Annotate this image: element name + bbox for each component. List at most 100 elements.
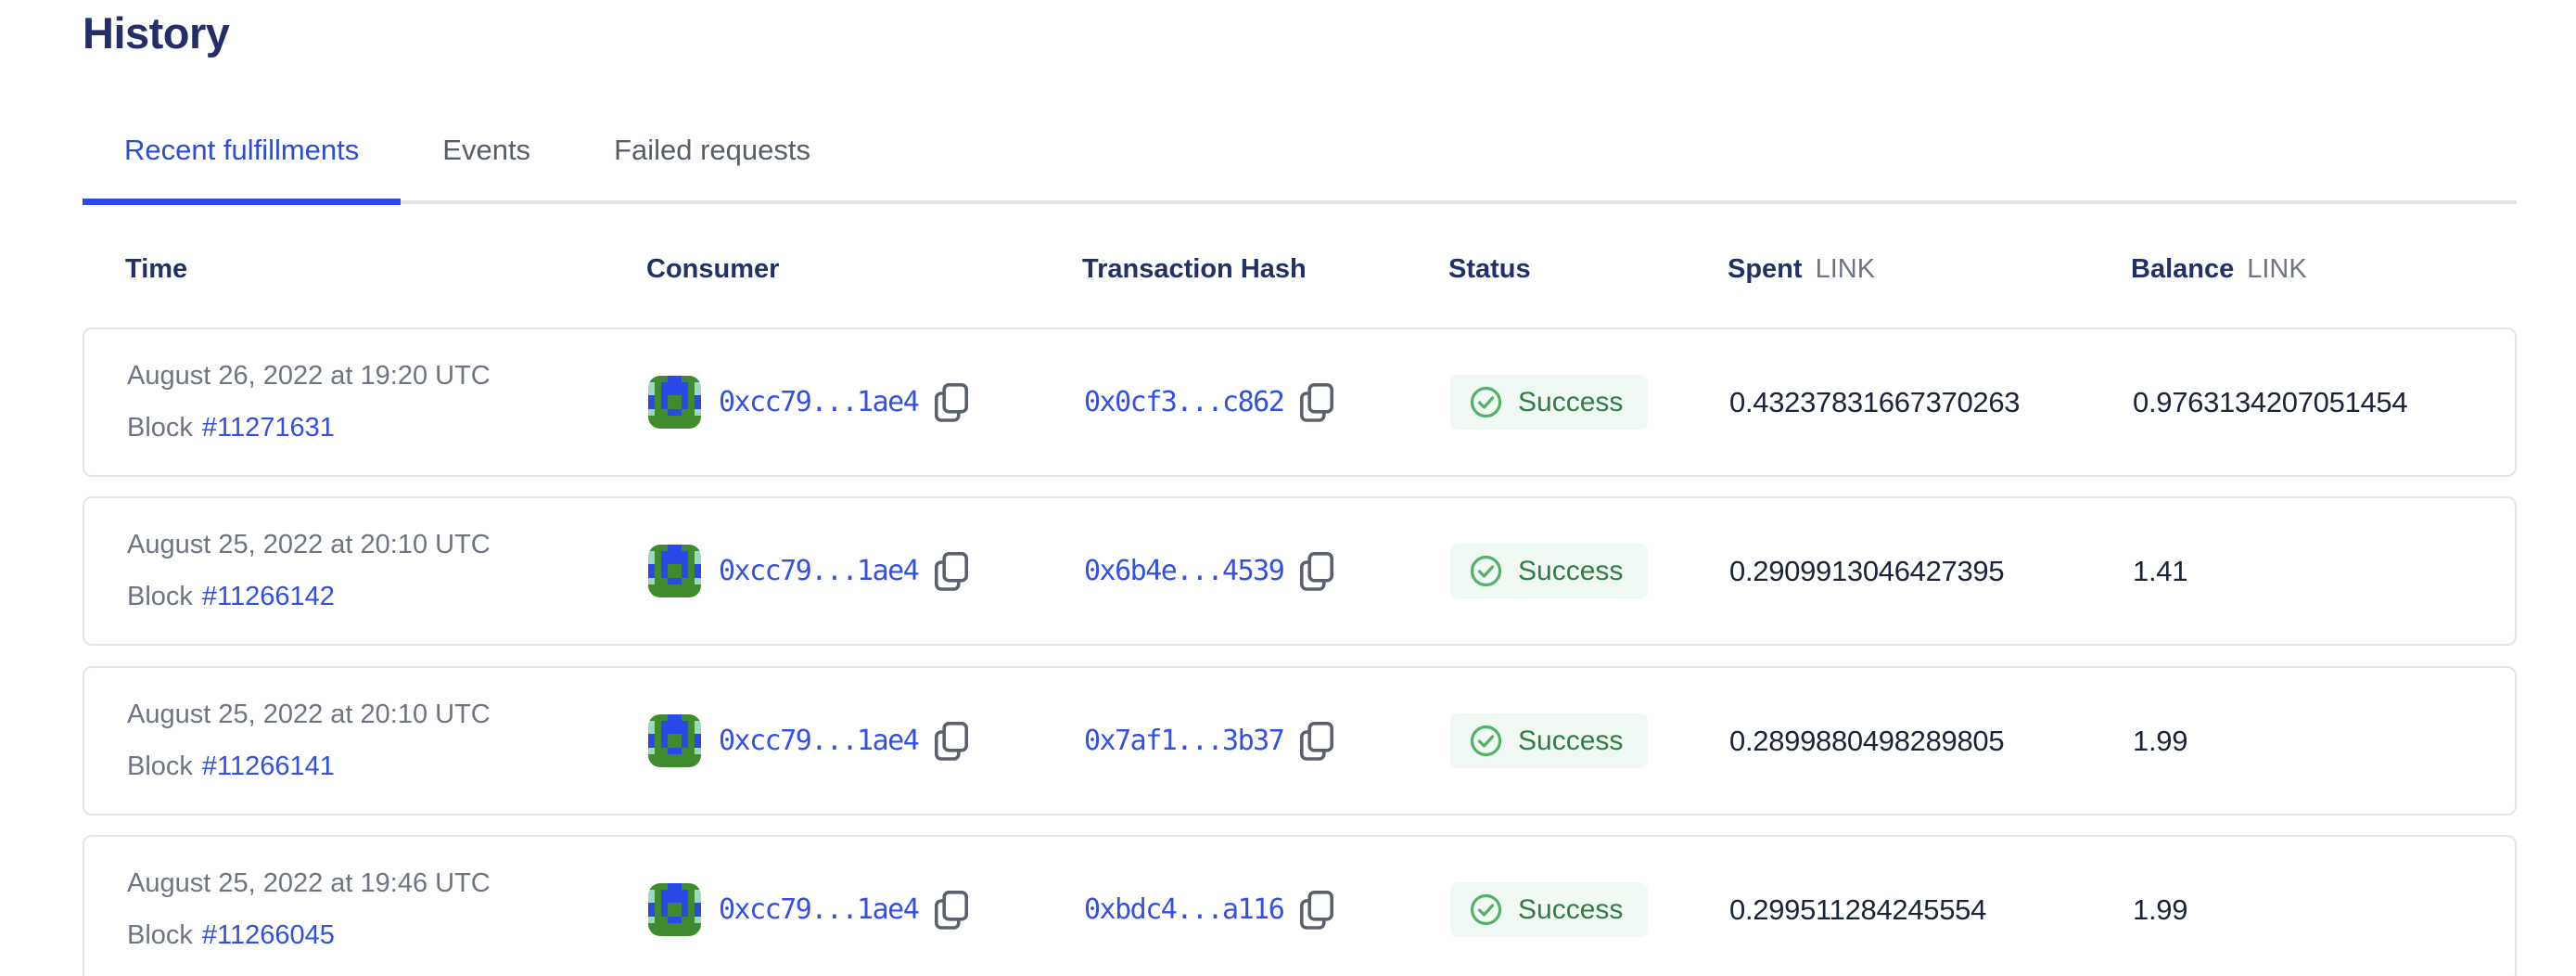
transaction-hash-link[interactable]: 0x0cf3...c862 <box>1084 386 1285 418</box>
spent-cell: 0.299511284245554 <box>1729 837 1986 976</box>
balance-cell: 1.41 <box>2133 498 2187 644</box>
spent-unit-label: LINK <box>1815 254 1876 284</box>
table-row: August 25, 2022 at 20:10 UTC Block #11266… <box>83 666 2517 815</box>
copy-consumer-address-button[interactable] <box>934 721 969 762</box>
tab-recent-fulfillments[interactable]: Recent fulfillments <box>83 134 402 205</box>
transaction-hash-link[interactable]: 0x6b4e...4539 <box>1084 555 1285 587</box>
status-badge: Success <box>1450 375 1649 430</box>
status-badge: Success <box>1450 713 1649 768</box>
spent-cell: 0.2899880498289805 <box>1729 668 2005 814</box>
block-line: Block #11266045 <box>127 920 335 950</box>
transaction-hash-cell: 0x6b4e...4539 <box>1084 498 1334 644</box>
balance-value: 1.41 <box>2133 554 2188 587</box>
block-number-link[interactable]: #11266045 <box>201 920 335 950</box>
consumer-address-link[interactable]: 0xcc79...1ae4 <box>719 386 920 418</box>
table-row: August 25, 2022 at 20:10 UTC Block #11266… <box>83 496 2517 646</box>
block-number-link[interactable]: #11266141 <box>201 751 335 781</box>
consumer-avatar <box>648 545 701 597</box>
column-header-balance: Balance LINK <box>2131 254 2307 284</box>
spent-value: 0.2909913046427395 <box>1729 554 2005 587</box>
consumer-cell: 0xcc79...1ae4 <box>648 329 969 475</box>
consumer-avatar <box>648 883 701 936</box>
balance-cell: 1.99 <box>2133 837 2187 976</box>
copy-transaction-hash-button[interactable] <box>1299 382 1334 423</box>
balance-unit-label: LINK <box>2247 254 2307 284</box>
check-circle-icon <box>1470 555 1502 587</box>
column-header-consumer: Consumer <box>646 254 780 284</box>
consumer-address-link[interactable]: 0xcc79...1ae4 <box>719 725 920 757</box>
status-cell: Success <box>1450 837 1649 976</box>
tab-failed-requests[interactable]: Failed requests <box>614 134 811 166</box>
consumer-address-link[interactable]: 0xcc79...1ae4 <box>719 893 920 926</box>
column-header-spent: Spent LINK <box>1728 254 1876 284</box>
block-line: Block #11271631 <box>127 413 335 443</box>
copy-icon <box>935 890 969 930</box>
block-number-link[interactable]: #11266142 <box>201 582 335 611</box>
copy-transaction-hash-button[interactable] <box>1299 721 1334 762</box>
spent-cell: 0.2909913046427395 <box>1729 498 2005 644</box>
status-badge: Success <box>1450 544 1649 598</box>
table-row: August 26, 2022 at 19:20 UTC Block #11271… <box>83 327 2517 477</box>
spent-value: 0.2899880498289805 <box>1729 724 2005 757</box>
column-header-time: Time <box>125 254 188 284</box>
balance-value: 1.99 <box>2133 893 2188 926</box>
copy-icon <box>1300 721 1334 761</box>
copy-icon <box>1300 382 1334 422</box>
balance-value: 1.99 <box>2133 724 2188 757</box>
time-cell: August 25, 2022 at 20:10 UTC Block #11266… <box>127 668 491 814</box>
status-cell: Success <box>1450 329 1649 475</box>
timestamp: August 25, 2022 at 20:10 UTC <box>127 530 491 559</box>
check-circle-icon <box>1470 386 1502 418</box>
time-cell: August 25, 2022 at 19:46 UTC Block #11266… <box>127 837 491 976</box>
copy-consumer-address-button[interactable] <box>934 551 969 592</box>
status-cell: Success <box>1450 668 1649 814</box>
copy-icon <box>935 721 969 761</box>
status-label: Success <box>1518 893 1624 925</box>
status-cell: Success <box>1450 498 1649 644</box>
copy-icon <box>935 382 969 422</box>
consumer-cell: 0xcc79...1ae4 <box>648 498 969 644</box>
transaction-hash-link[interactable]: 0x7af1...3b37 <box>1084 725 1285 757</box>
timestamp: August 25, 2022 at 19:46 UTC <box>127 868 491 898</box>
copy-transaction-hash-button[interactable] <box>1299 890 1334 931</box>
table-header-row: Time Consumer Transaction Hash Status Sp… <box>83 254 2517 288</box>
transaction-hash-cell: 0x7af1...3b37 <box>1084 668 1334 814</box>
status-badge: Success <box>1450 882 1649 937</box>
status-label: Success <box>1518 725 1624 756</box>
column-header-transaction-hash: Transaction Hash <box>1082 254 1307 284</box>
transaction-hash-cell: 0xbdc4...a116 <box>1084 837 1334 976</box>
tab-events[interactable]: Events <box>442 134 531 166</box>
spent-value: 0.43237831667370263 <box>1729 385 2021 418</box>
time-cell: August 26, 2022 at 19:20 UTC Block #11271… <box>127 329 491 475</box>
column-header-status: Status <box>1448 254 1531 284</box>
spent-cell: 0.43237831667370263 <box>1729 329 2021 475</box>
page-title: History <box>83 8 230 58</box>
balance-cell: 1.99 <box>2133 668 2187 814</box>
table-row: August 25, 2022 at 19:46 UTC Block #11266… <box>83 835 2517 976</box>
consumer-cell: 0xcc79...1ae4 <box>648 837 969 976</box>
consumer-address-link[interactable]: 0xcc79...1ae4 <box>719 555 920 587</box>
copy-icon <box>935 551 969 591</box>
consumer-cell: 0xcc79...1ae4 <box>648 668 969 814</box>
copy-transaction-hash-button[interactable] <box>1299 551 1334 592</box>
copy-icon <box>1300 551 1334 591</box>
spent-value: 0.299511284245554 <box>1729 893 1987 926</box>
history-tabs: Recent fulfillments Events Failed reques… <box>83 134 2517 205</box>
time-cell: August 25, 2022 at 20:10 UTC Block #11266… <box>127 498 491 644</box>
copy-consumer-address-button[interactable] <box>934 890 969 931</box>
check-circle-icon <box>1470 893 1502 926</box>
status-label: Success <box>1518 386 1624 417</box>
balance-cell: 0.9763134207051454 <box>2133 329 2408 475</box>
timestamp: August 26, 2022 at 19:20 UTC <box>127 361 491 391</box>
block-number-link[interactable]: #11271631 <box>201 413 335 443</box>
consumer-avatar <box>648 714 701 767</box>
check-circle-icon <box>1470 725 1502 757</box>
block-line: Block #11266141 <box>127 751 335 781</box>
transaction-hash-link[interactable]: 0xbdc4...a116 <box>1084 893 1285 926</box>
consumer-avatar <box>648 376 701 429</box>
balance-value: 0.9763134207051454 <box>2133 385 2408 418</box>
status-label: Success <box>1518 555 1624 586</box>
timestamp: August 25, 2022 at 20:10 UTC <box>127 700 491 729</box>
copy-icon <box>1300 890 1334 930</box>
copy-consumer-address-button[interactable] <box>934 382 969 423</box>
